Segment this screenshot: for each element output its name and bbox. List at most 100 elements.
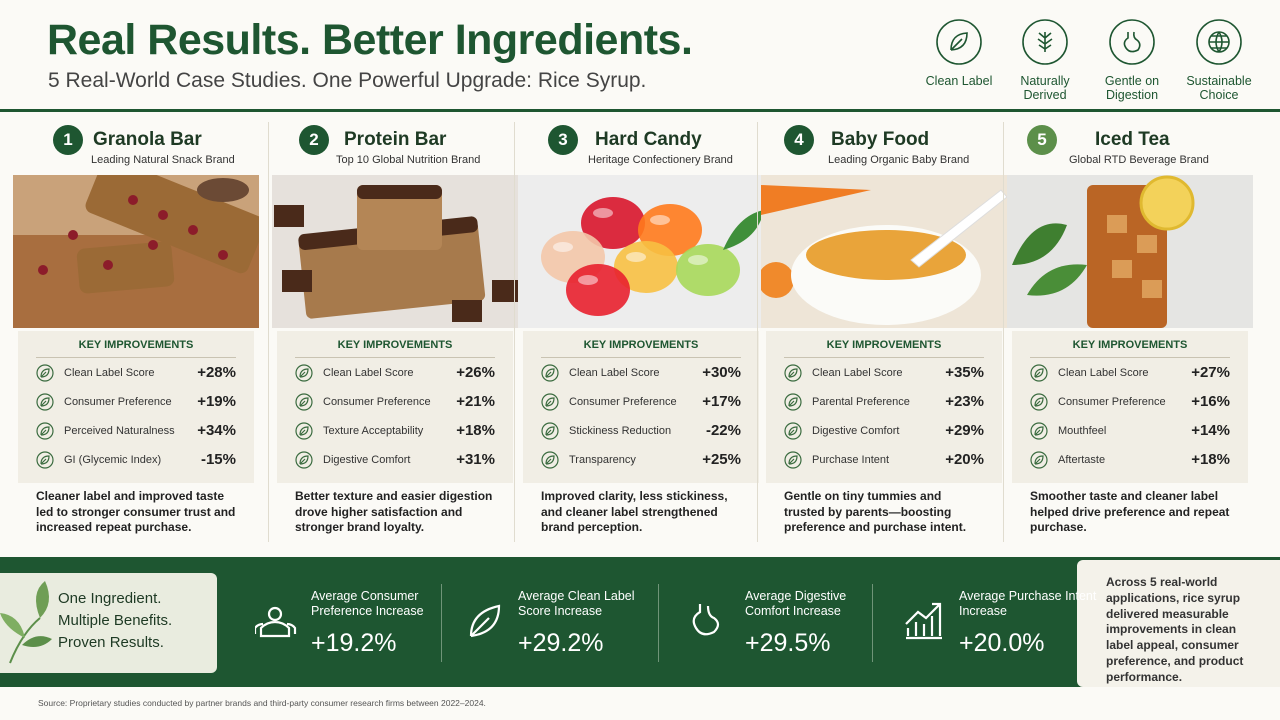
column-divider: [1003, 122, 1004, 542]
case-summary: Cleaner label and improved taste led to …: [36, 489, 236, 534]
lemon: [1139, 175, 1195, 231]
icon-ring: [541, 392, 559, 411]
metric-value: +19%: [197, 393, 236, 410]
puree: [806, 230, 966, 280]
candy: [566, 264, 630, 316]
metric-row: GI (Glycemic Index) -15%: [36, 445, 236, 474]
shine: [650, 215, 670, 225]
stat-label: Average Clean Label Score Increase: [518, 589, 635, 618]
badge: Gentle on Digestion: [1087, 18, 1177, 102]
stat-value: +29.5%: [745, 629, 831, 657]
icon-leaf: [40, 396, 50, 407]
icon-ring: [541, 421, 559, 440]
stat-glyph: [255, 606, 297, 638]
metric-label: Aftertaste: [1058, 453, 1106, 466]
metric-label: Mouthfeel: [1058, 424, 1107, 437]
icon-ring: [1109, 19, 1155, 65]
icon-ring: [36, 421, 54, 440]
metric-label: Perceived Naturalness: [64, 424, 175, 437]
case-brand: Global RTD Beverage Brand: [1069, 154, 1209, 166]
improvements-heading: KEY IMPROVEMENTS: [784, 331, 984, 358]
icon-leaf: [299, 367, 309, 378]
metric-row: Consumer Preference +16%: [1030, 387, 1230, 416]
card-header: 1 Granola Bar Leading Natural Snack Brand: [13, 120, 259, 175]
icon-leaf: [545, 396, 555, 407]
card-header: 5 Iced Tea Global RTD Beverage Brand: [1007, 120, 1253, 175]
metric-row: Texture Acceptability +18%: [295, 416, 495, 445]
case-title: Protein Bar: [344, 129, 447, 150]
metric-label: Texture Acceptability: [323, 424, 424, 437]
shine: [593, 208, 613, 218]
badge-icon: [1109, 19, 1155, 65]
case-brand: Leading Organic Baby Brand: [828, 154, 970, 166]
icon-leaf: [299, 396, 309, 407]
ice: [1107, 215, 1127, 233]
metric-row: Mouthfeel +14%: [1030, 416, 1230, 445]
metric-icon: [1030, 363, 1048, 382]
stat-icon: [905, 602, 942, 640]
card-header: 3 Hard Candy Heritage Confectionery Brand: [518, 120, 764, 175]
icon-leaf: [1034, 367, 1044, 378]
coating: [357, 185, 442, 199]
metric-label: Consumer Preference: [569, 395, 677, 408]
stat: Average Clean Label Score Increase +29.2%: [518, 589, 658, 658]
note-box: [1077, 560, 1280, 687]
icon-leaf: [788, 454, 798, 465]
metric-icon: [784, 392, 802, 411]
metric-value: +29%: [945, 422, 984, 439]
stat-icon: [255, 606, 297, 638]
icon-ring: [295, 363, 313, 382]
stat-value: +19.2%: [311, 629, 397, 657]
column-divider: [514, 122, 515, 542]
icon-ring: [541, 450, 559, 469]
bar-piece: [76, 241, 175, 294]
metric-label: Consumer Preference: [64, 395, 172, 408]
badge-label: Clean Label: [925, 74, 993, 88]
metric-label: Digestive Comfort: [323, 453, 411, 466]
tagline-box: [0, 573, 217, 673]
metric-label: Stickiness Reduction: [569, 424, 672, 437]
metric-row: Transparency +25%: [541, 445, 741, 474]
stat-glyph: [692, 604, 720, 636]
improvements-box: KEY IMPROVEMENTS Clean Label Score +28% Con…: [18, 331, 254, 483]
icon-leaf: [788, 396, 798, 407]
icon-ring: [295, 392, 313, 411]
improvements-box: KEY IMPROVEMENTS Clean Label Score +26% Con…: [277, 331, 513, 483]
metric-label: GI (Glycemic Index): [64, 453, 162, 466]
icon-ring: [1196, 19, 1242, 65]
icon-leaf: [1034, 396, 1044, 407]
icon-leaf: [40, 454, 50, 465]
icon-ring: [1030, 421, 1048, 440]
metric-row: Parental Preference +23%: [784, 387, 984, 416]
ice: [1112, 260, 1132, 278]
metric-row: Clean Label Score +26%: [295, 358, 495, 387]
stat-glyph: [905, 602, 942, 640]
badge-icon: [1196, 19, 1242, 65]
icon-leaf: [545, 367, 555, 378]
case-summary: Better texture and easier digestion drov…: [295, 489, 493, 534]
stat-value: +20.0%: [959, 629, 1045, 657]
metric-icon: [295, 363, 313, 382]
tagline-line: Multiple Benefits.: [58, 612, 173, 629]
leaf: [1012, 223, 1067, 265]
icon-ring: [36, 450, 54, 469]
improvements-heading: KEY IMPROVEMENTS: [295, 331, 495, 358]
cranberry: [218, 250, 228, 260]
metric-value: +18%: [456, 422, 495, 439]
badge: Clean Label: [914, 18, 1004, 88]
product-image: [13, 175, 259, 328]
metric-icon: [541, 421, 559, 440]
icon-ring: [1030, 392, 1048, 411]
stat-label: Average Consumer Preference Increase: [311, 589, 424, 618]
case-card: 3 Hard Candy Heritage Confectionery Brand K…: [518, 120, 764, 548]
case-summary: Smoother taste and cleaner label helped …: [1030, 489, 1230, 534]
title: Real Results. Better Ingredients.: [47, 16, 693, 64]
metric-icon: [784, 421, 802, 440]
bar-piece: [85, 175, 259, 274]
leaf: [723, 210, 764, 250]
icon-leaf: [1034, 425, 1044, 436]
metric-icon: [36, 363, 54, 382]
shine: [688, 255, 708, 265]
metric-value: +28%: [197, 364, 236, 381]
stat-divider: [658, 584, 659, 662]
